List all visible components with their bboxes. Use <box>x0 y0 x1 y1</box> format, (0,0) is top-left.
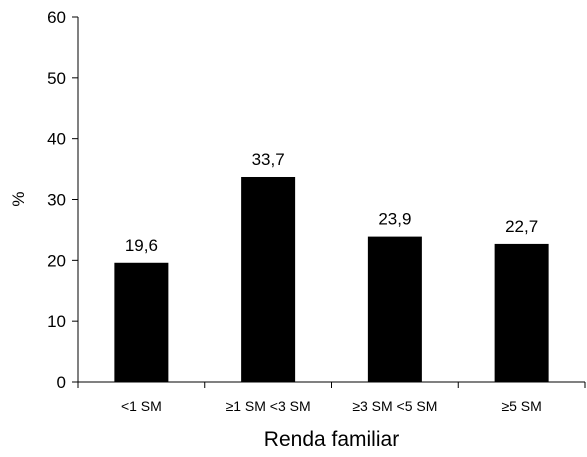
y-tick-label: 40 <box>47 130 66 149</box>
bar <box>241 176 296 382</box>
data-label: 22,7 <box>505 217 538 236</box>
y-tick-label: 10 <box>47 312 66 331</box>
bars <box>114 176 549 382</box>
bar <box>494 243 549 382</box>
x-tick-label: ≥1 SM <3 SM <box>226 398 311 414</box>
bar <box>114 262 169 382</box>
x-tick-label: ≥5 SM <box>501 398 541 414</box>
y-tick-label: 50 <box>47 69 66 88</box>
y-tick-label: 20 <box>47 251 66 270</box>
y-tick-label: 60 <box>47 8 66 27</box>
y-axis-title: % <box>9 191 28 206</box>
data-label: 23,9 <box>378 210 411 229</box>
y-tick-label: 0 <box>57 373 66 392</box>
x-axis: <1 SM ≥1 SM <3 SM ≥3 SM <5 SM ≥5 SM <box>77 381 586 414</box>
data-label: 19,6 <box>125 236 158 255</box>
x-tick-label: <1 SM <box>121 398 162 414</box>
y-tick-label: 30 <box>47 191 66 210</box>
data-labels: 19,6 33,7 23,9 22,7 <box>125 150 538 255</box>
y-axis: 0 10 20 30 40 50 60 <box>47 8 79 392</box>
bar <box>367 236 422 382</box>
x-tick-label: ≥3 SM <5 SM <box>352 398 437 414</box>
data-label: 33,7 <box>252 150 285 169</box>
x-axis-title: Renda familiar <box>264 428 399 451</box>
